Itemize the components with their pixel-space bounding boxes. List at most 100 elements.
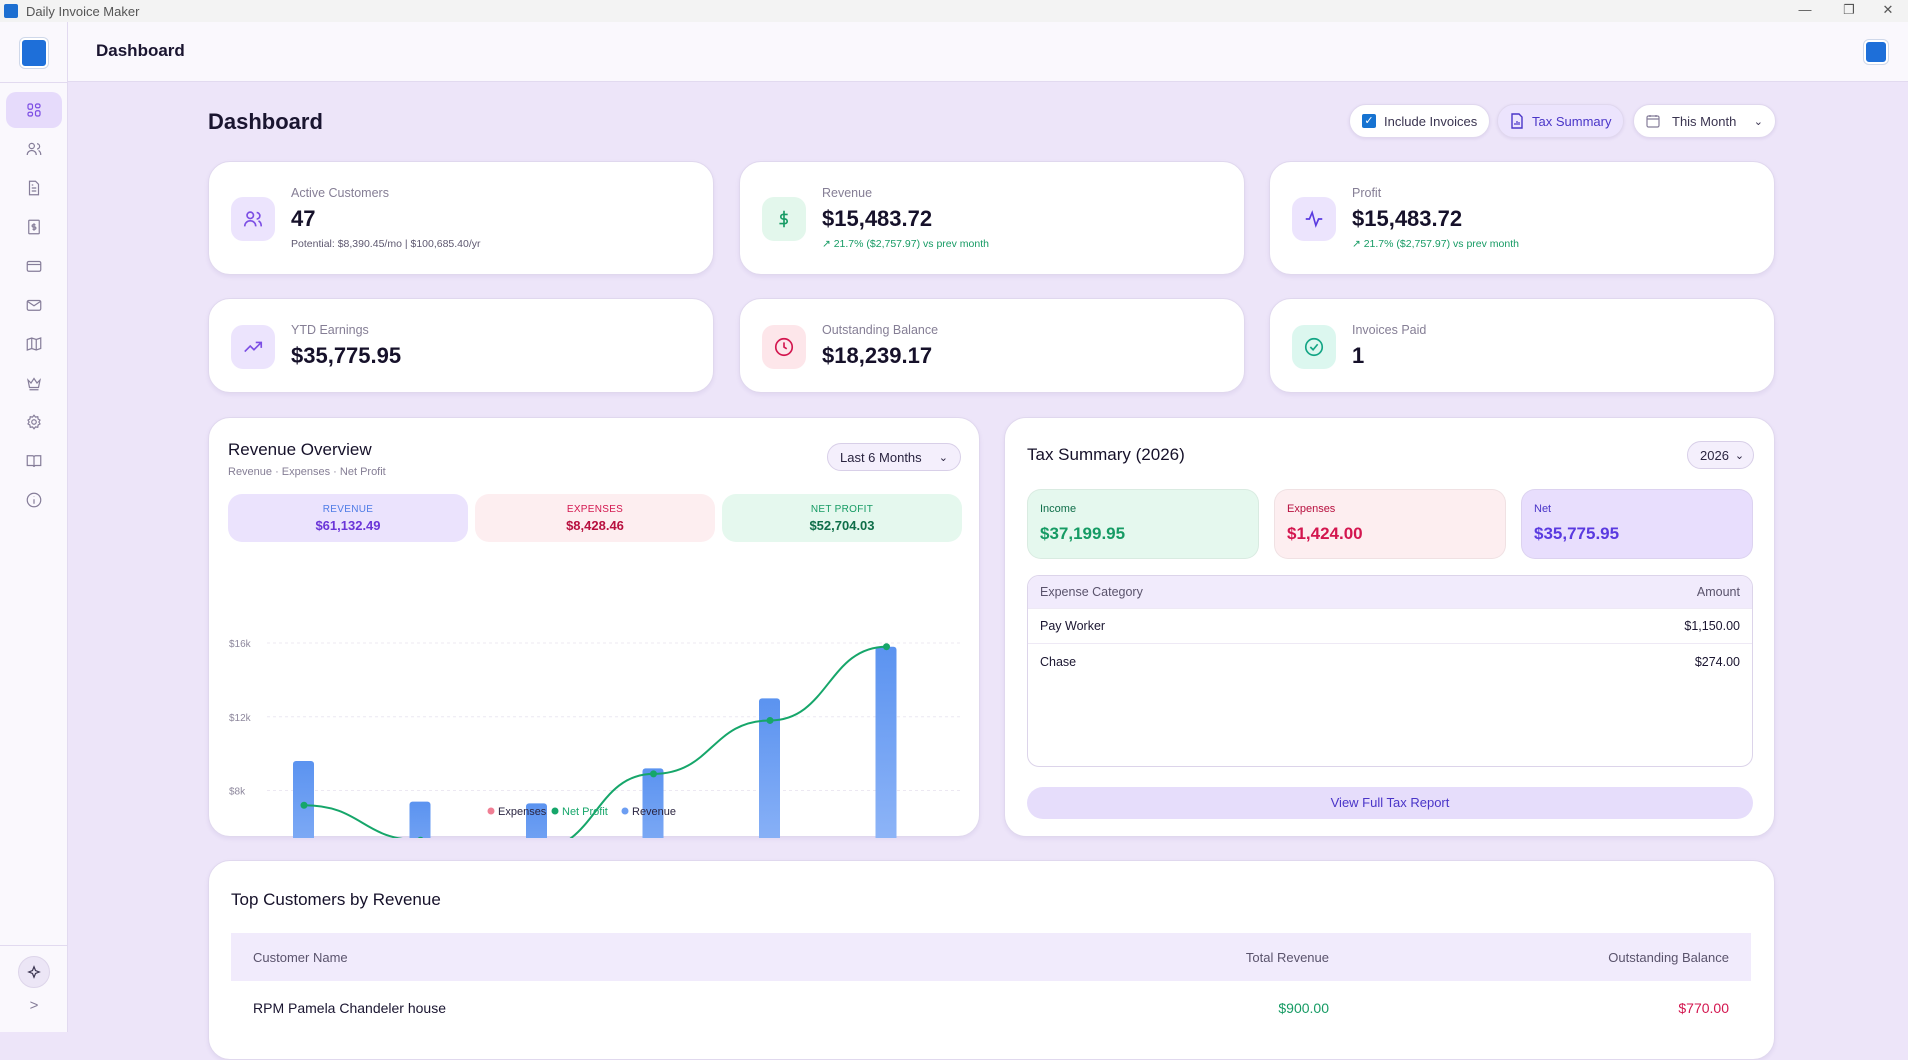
report-file-icon: [1511, 113, 1523, 129]
revenue-bar: [759, 698, 780, 838]
sidebar-item-guide[interactable]: [6, 443, 62, 479]
title-bar: Daily Invoice Maker: [0, 0, 1908, 22]
header-title: Dashboard: [96, 41, 185, 60]
tax-box-value: $35,775.95: [1534, 524, 1620, 543]
legend-label: Expenses: [498, 806, 547, 818]
tax-summary-title: Tax Summary (2026): [1027, 445, 1185, 464]
sidebar-item-payments[interactable]: [6, 209, 62, 245]
revenue-overview-subtitle: Revenue · Expenses · Net Profit: [228, 466, 386, 478]
dollar-icon: [779, 210, 789, 228]
sidebar-item-invoices[interactable]: [6, 170, 62, 206]
table-row: Chase $274.00: [1028, 644, 1752, 679]
tax-box-value: $37,199.95: [1040, 524, 1126, 543]
stat-value: $18,239.17: [822, 343, 933, 368]
period-value: This Month: [1672, 113, 1737, 129]
credit-card-icon: [26, 260, 42, 272]
sidebar-item-mail[interactable]: [6, 287, 62, 323]
sidebar-item-settings[interactable]: [6, 404, 62, 440]
minimize-button[interactable]: —: [1798, 2, 1812, 17]
restore-button[interactable]: ❐: [1843, 2, 1855, 17]
stat-value: $15,483.72: [822, 206, 933, 231]
sidebar-item-customers[interactable]: [6, 131, 62, 167]
revenue-bar: [875, 646, 897, 838]
dashboard-grid-icon: [27, 103, 41, 117]
y-tick-label: $12k: [229, 713, 252, 724]
info-icon: [26, 492, 42, 508]
close-button[interactable]: ✕: [1882, 2, 1894, 17]
stat-label: Outstanding Balance: [822, 323, 939, 337]
stat-value: 1: [1352, 343, 1365, 368]
document-icon: [28, 180, 40, 196]
tax-net-box: Net $35,775.95: [1521, 489, 1753, 559]
net-profit-point: [417, 836, 424, 838]
year-select[interactable]: 2026 ⌄: [1687, 441, 1754, 469]
summary-label: EXPENSES: [566, 504, 624, 515]
total-revenue: $900.00: [1278, 1000, 1329, 1016]
summary-label: NET PROFIT: [810, 504, 874, 515]
stat-label: YTD Earnings: [291, 323, 369, 337]
stat-value: $15,483.72: [1352, 206, 1463, 231]
stat-card-invoices-paid: Invoices Paid 1: [1269, 298, 1775, 393]
net-profit-point: [650, 770, 657, 778]
view-full-tax-report-button[interactable]: View Full Tax Report: [1027, 787, 1753, 819]
y-tick-label: $16k: [229, 639, 252, 650]
tax-box-value: $1,424.00: [1287, 524, 1363, 543]
stat-card-profit: Profit $15,483.72 ↗ 21.7% ($2,757.97) vs …: [1269, 161, 1775, 275]
stat-card-ytd-earnings: YTD Earnings $35,775.95: [208, 298, 714, 393]
expand-sidebar-button[interactable]: >: [29, 997, 39, 1014]
tax-summary-button[interactable]: Tax Summary: [1497, 104, 1625, 138]
stat-subtext: ↗ 21.7% ($2,757.97) vs prev month: [822, 238, 989, 250]
stat-card-revenue: Revenue $15,483.72 ↗ 21.7% ($2,757.97) vs…: [739, 161, 1245, 275]
summary-net-profit: NET PROFIT $52,704.03: [722, 494, 962, 542]
revenue-bar: [409, 801, 431, 838]
stat-label: Profit: [1352, 186, 1382, 200]
period-select[interactable]: This Month ⌄: [1633, 104, 1776, 138]
stat-icon-box: [231, 325, 275, 369]
revenue-overview-title: Revenue Overview: [228, 440, 372, 459]
sidebar-item-cards[interactable]: [6, 248, 62, 284]
ai-assistant-button[interactable]: [18, 956, 50, 988]
crown-icon: [27, 377, 41, 391]
outstanding-balance: $770.00: [1678, 1000, 1729, 1016]
stat-icon-box: [1292, 197, 1336, 241]
stat-label: Revenue: [822, 186, 873, 200]
column-header: Total Revenue: [1245, 949, 1329, 965]
tax-summary-label: Tax Summary: [1532, 113, 1612, 129]
summary-revenue: REVENUE $61,132.49: [228, 494, 468, 542]
column-header: Customer Name: [253, 949, 348, 965]
app-logo[interactable]: [20, 38, 48, 68]
activity-icon: [1305, 210, 1323, 228]
tax-box-label: Income: [1040, 503, 1077, 515]
top-header: Dashboard: [68, 22, 1908, 82]
sidebar-item-premium[interactable]: [6, 365, 62, 401]
amount-cell: $274.00: [1694, 654, 1740, 669]
checkbox-checked-icon[interactable]: ✓: [1362, 114, 1376, 128]
top-customers-table: Customer Name Total Revenue Outstanding Ba…: [231, 933, 1751, 1035]
tax-box-label: Net: [1534, 503, 1552, 515]
stat-card-outstanding-balance: Outstanding Balance $18,239.17: [739, 298, 1245, 393]
book-icon: [26, 455, 42, 468]
chevron-down-icon: ⌄: [938, 451, 948, 464]
sidebar: >: [0, 22, 68, 1032]
summary-value: $61,132.49: [315, 518, 381, 533]
sidebar-item-dashboard[interactable]: [6, 92, 62, 128]
legend-marker: [621, 807, 629, 815]
users-icon: [26, 142, 42, 156]
range-select[interactable]: Last 6 Months ⌄: [827, 443, 961, 471]
tax-summary-card: Tax Summary (2026) 2026 ⌄ Income $37,199.9…: [1004, 417, 1775, 837]
range-value: Last 6 Months: [840, 449, 922, 465]
divider: [0, 945, 68, 946]
summary-expenses: EXPENSES $8,428.46: [475, 494, 715, 542]
profile-app-icon[interactable]: [1864, 40, 1888, 64]
sidebar-item-map[interactable]: [6, 326, 62, 362]
include-invoices-toggle[interactable]: ✓ Include Invoices: [1349, 104, 1491, 138]
include-invoices-label: Include Invoices: [1384, 113, 1478, 129]
table-row[interactable]: RPM Pamela Chandeler house $900.00 $770.00: [231, 981, 1751, 1035]
page-title: Dashboard: [208, 109, 323, 134]
net-profit-point: [883, 643, 890, 651]
mail-icon: [26, 299, 42, 311]
year-value: 2026: [1700, 447, 1729, 463]
sidebar-item-about[interactable]: [6, 482, 62, 518]
expense-category-table: Expense Category Amount Pay Worker $1,150.…: [1027, 575, 1753, 767]
top-customers-title: Top Customers by Revenue: [231, 890, 441, 909]
